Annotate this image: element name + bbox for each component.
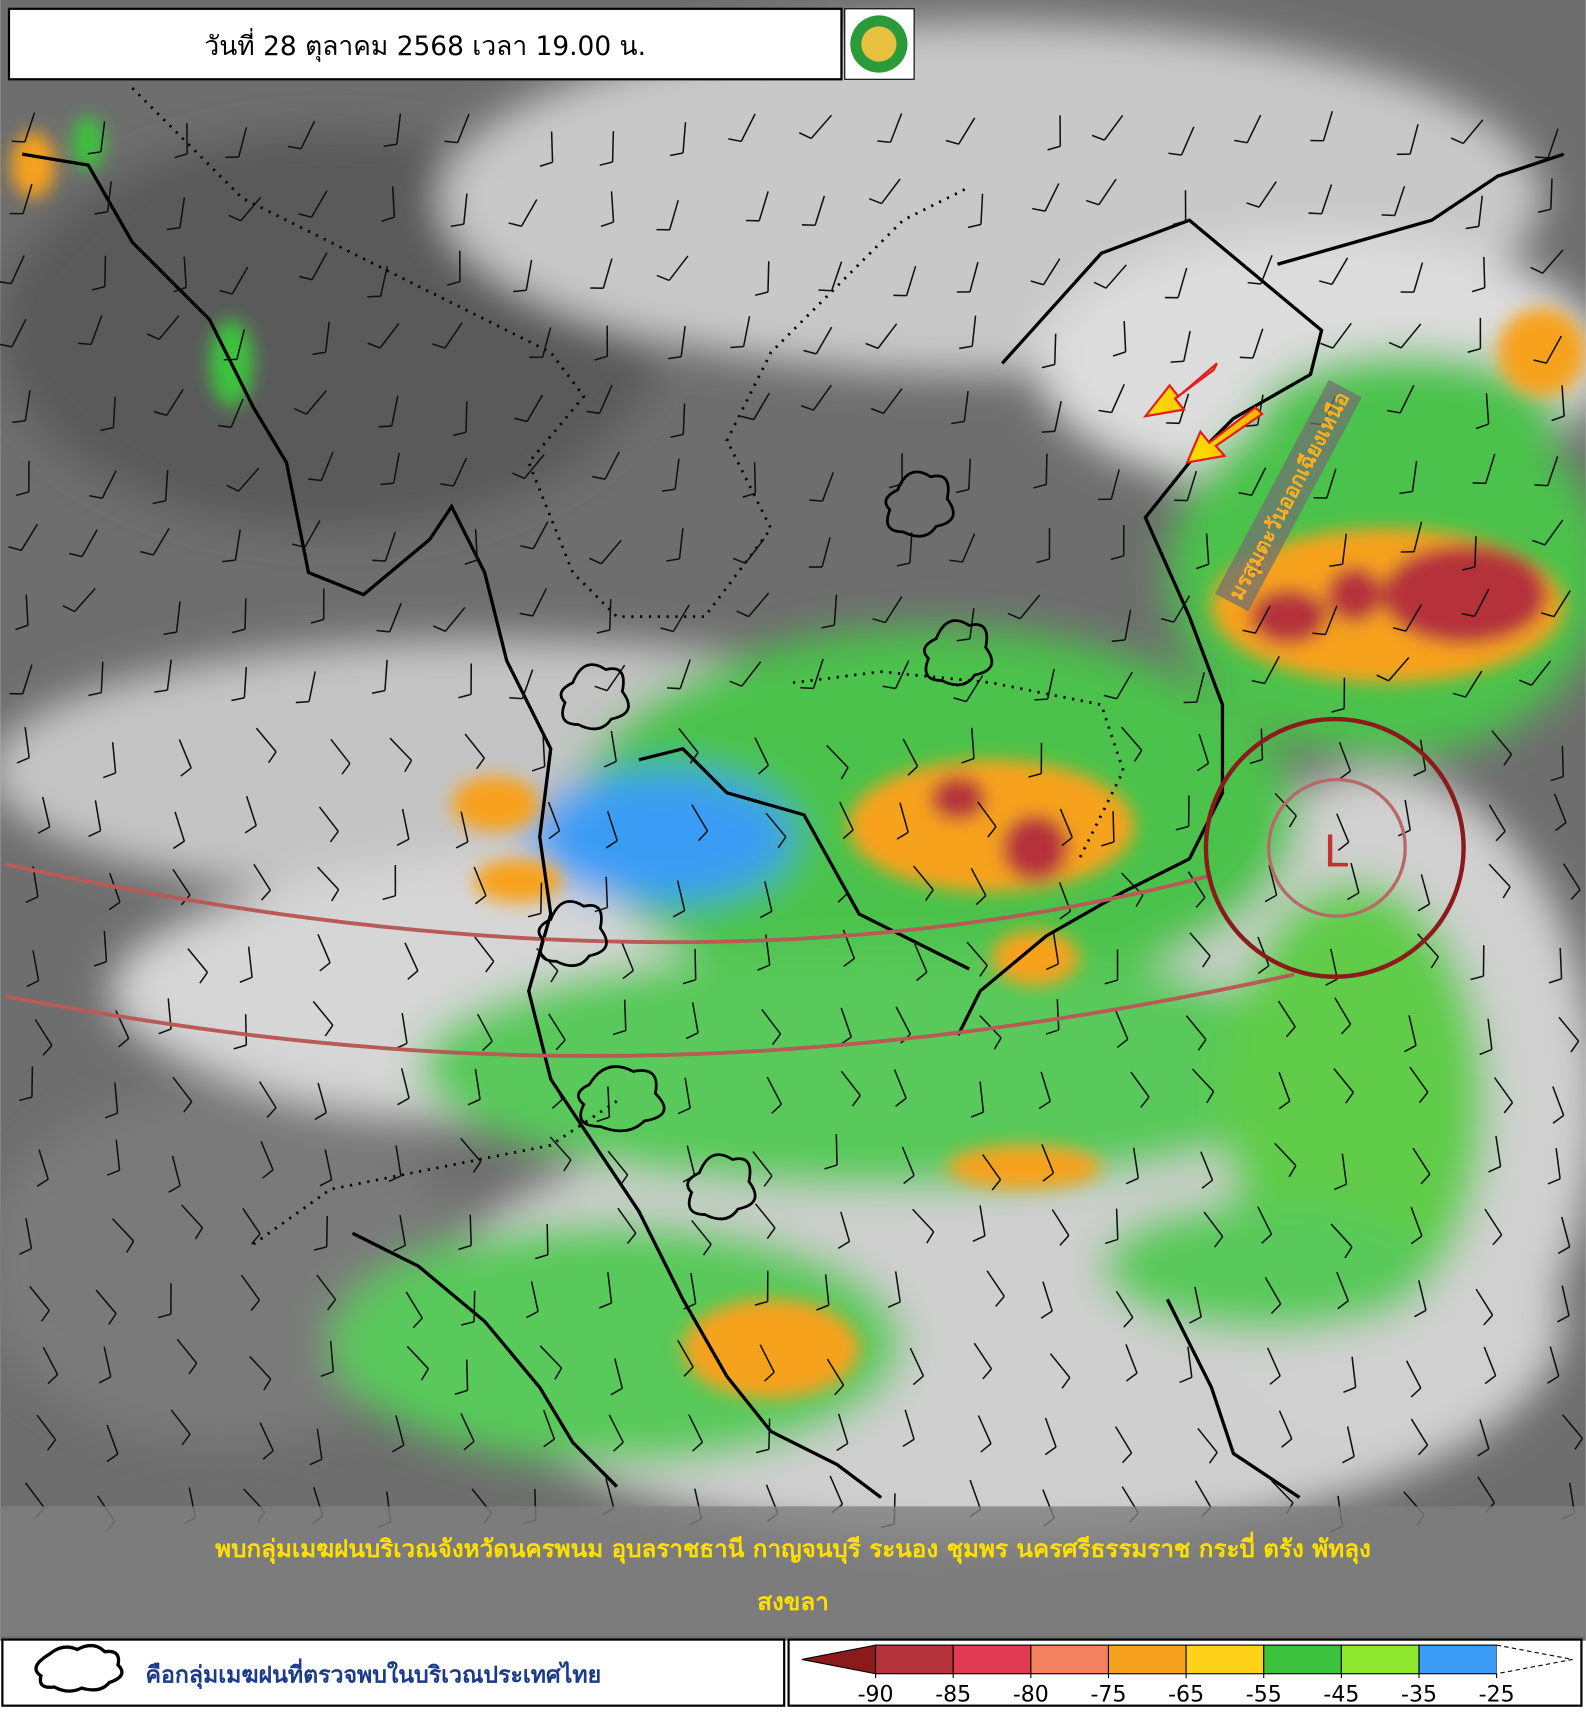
- wind-barb: [1535, 157, 1548, 158]
- wind-barb: [78, 343, 91, 344]
- colorbar-segment: [1031, 1645, 1109, 1674]
- wind-barb: [509, 698, 522, 699]
- wind-barb: [541, 883, 542, 914]
- wind-barb: [667, 688, 680, 689]
- wind-barb: [1484, 257, 1485, 288]
- wind-barb: [372, 560, 385, 561]
- colorbar-tick-label: -65: [1168, 1682, 1204, 1707]
- wind-barb: [836, 1134, 837, 1165]
- wind-barb: [1240, 357, 1253, 358]
- wind-barb: [367, 296, 380, 297]
- banner-line: พบกลุ่มเมฆฝนบริเวณจังหวัดนครพนม อุบลราชธ…: [215, 1531, 1371, 1565]
- wind-barb: [466, 401, 467, 432]
- wind-barb: [768, 261, 769, 292]
- wind-barb: [610, 599, 611, 630]
- wind-barb: [105, 256, 106, 287]
- wind-barb: [1113, 811, 1114, 842]
- wind-barb: [470, 1215, 471, 1246]
- wind-barb: [547, 1224, 548, 1255]
- legend-text: คือกลุ่มเมฆฝนที่ตรวจพบในบริเวณประเทศไทย: [146, 1658, 602, 1690]
- wind-barb: [1042, 431, 1055, 432]
- wind-barb: [327, 1216, 328, 1247]
- wind-barb: [755, 462, 756, 493]
- wind-barb: [467, 1360, 468, 1391]
- wind-barb: [1046, 454, 1047, 485]
- low-pressure-label: L: [1324, 827, 1349, 878]
- wind-barb: [552, 131, 553, 162]
- colorbar-segment: [1108, 1645, 1186, 1674]
- colorbar-tick-label: -25: [1479, 1682, 1515, 1707]
- wind-barb: [1171, 361, 1184, 362]
- wind-barb: [296, 702, 309, 703]
- wind-barb: [245, 598, 246, 629]
- colorbar-segment: [876, 1645, 954, 1674]
- colorbar-tick-label: -35: [1401, 1682, 1437, 1707]
- colorbar-segment: [1341, 1645, 1419, 1674]
- wind-barb: [613, 131, 614, 162]
- wind-barb: [474, 1291, 475, 1322]
- wind-barb: [1034, 699, 1047, 700]
- colorbar-segment: [1264, 1645, 1342, 1674]
- wind-barb: [730, 347, 743, 348]
- satellite-image: [0, 0, 1586, 1641]
- wind-barb: [12, 141, 25, 142]
- colorbar-segment: [1186, 1645, 1264, 1674]
- colorbar-tick-label: -45: [1323, 1682, 1359, 1707]
- colorbar-tick-label: -90: [858, 1682, 894, 1707]
- wind-barb: [1308, 213, 1321, 214]
- wind-barb: [246, 1014, 247, 1045]
- colorbar-tick-label: -55: [1246, 1682, 1282, 1707]
- colorbar-tick-label: -80: [1013, 1682, 1049, 1707]
- wind-barb: [1562, 746, 1563, 777]
- wind-barb: [769, 1419, 770, 1450]
- wind-barb: [800, 688, 813, 689]
- colorbar-tick-label: -85: [935, 1682, 971, 1707]
- wind-barb: [1382, 215, 1395, 216]
- wind-barb: [1055, 334, 1056, 365]
- colorbar-segment: [953, 1645, 1031, 1674]
- logo: [845, 9, 914, 79]
- colorbar-segment: [1419, 1645, 1497, 1674]
- wind-barb: [695, 949, 696, 980]
- wind-barb: [379, 426, 392, 427]
- wind-barb: [818, 290, 831, 291]
- header-title: วันที่ 28 ตุลาคม 2568 เวลา 19.00 น.: [204, 28, 646, 62]
- wind-barb: [1535, 485, 1548, 486]
- wind-barb: [625, 1000, 626, 1031]
- banner-line: สงขลา: [757, 1588, 829, 1616]
- colorbar-tick-label: -75: [1090, 1682, 1126, 1707]
- banner: [0, 1506, 1586, 1636]
